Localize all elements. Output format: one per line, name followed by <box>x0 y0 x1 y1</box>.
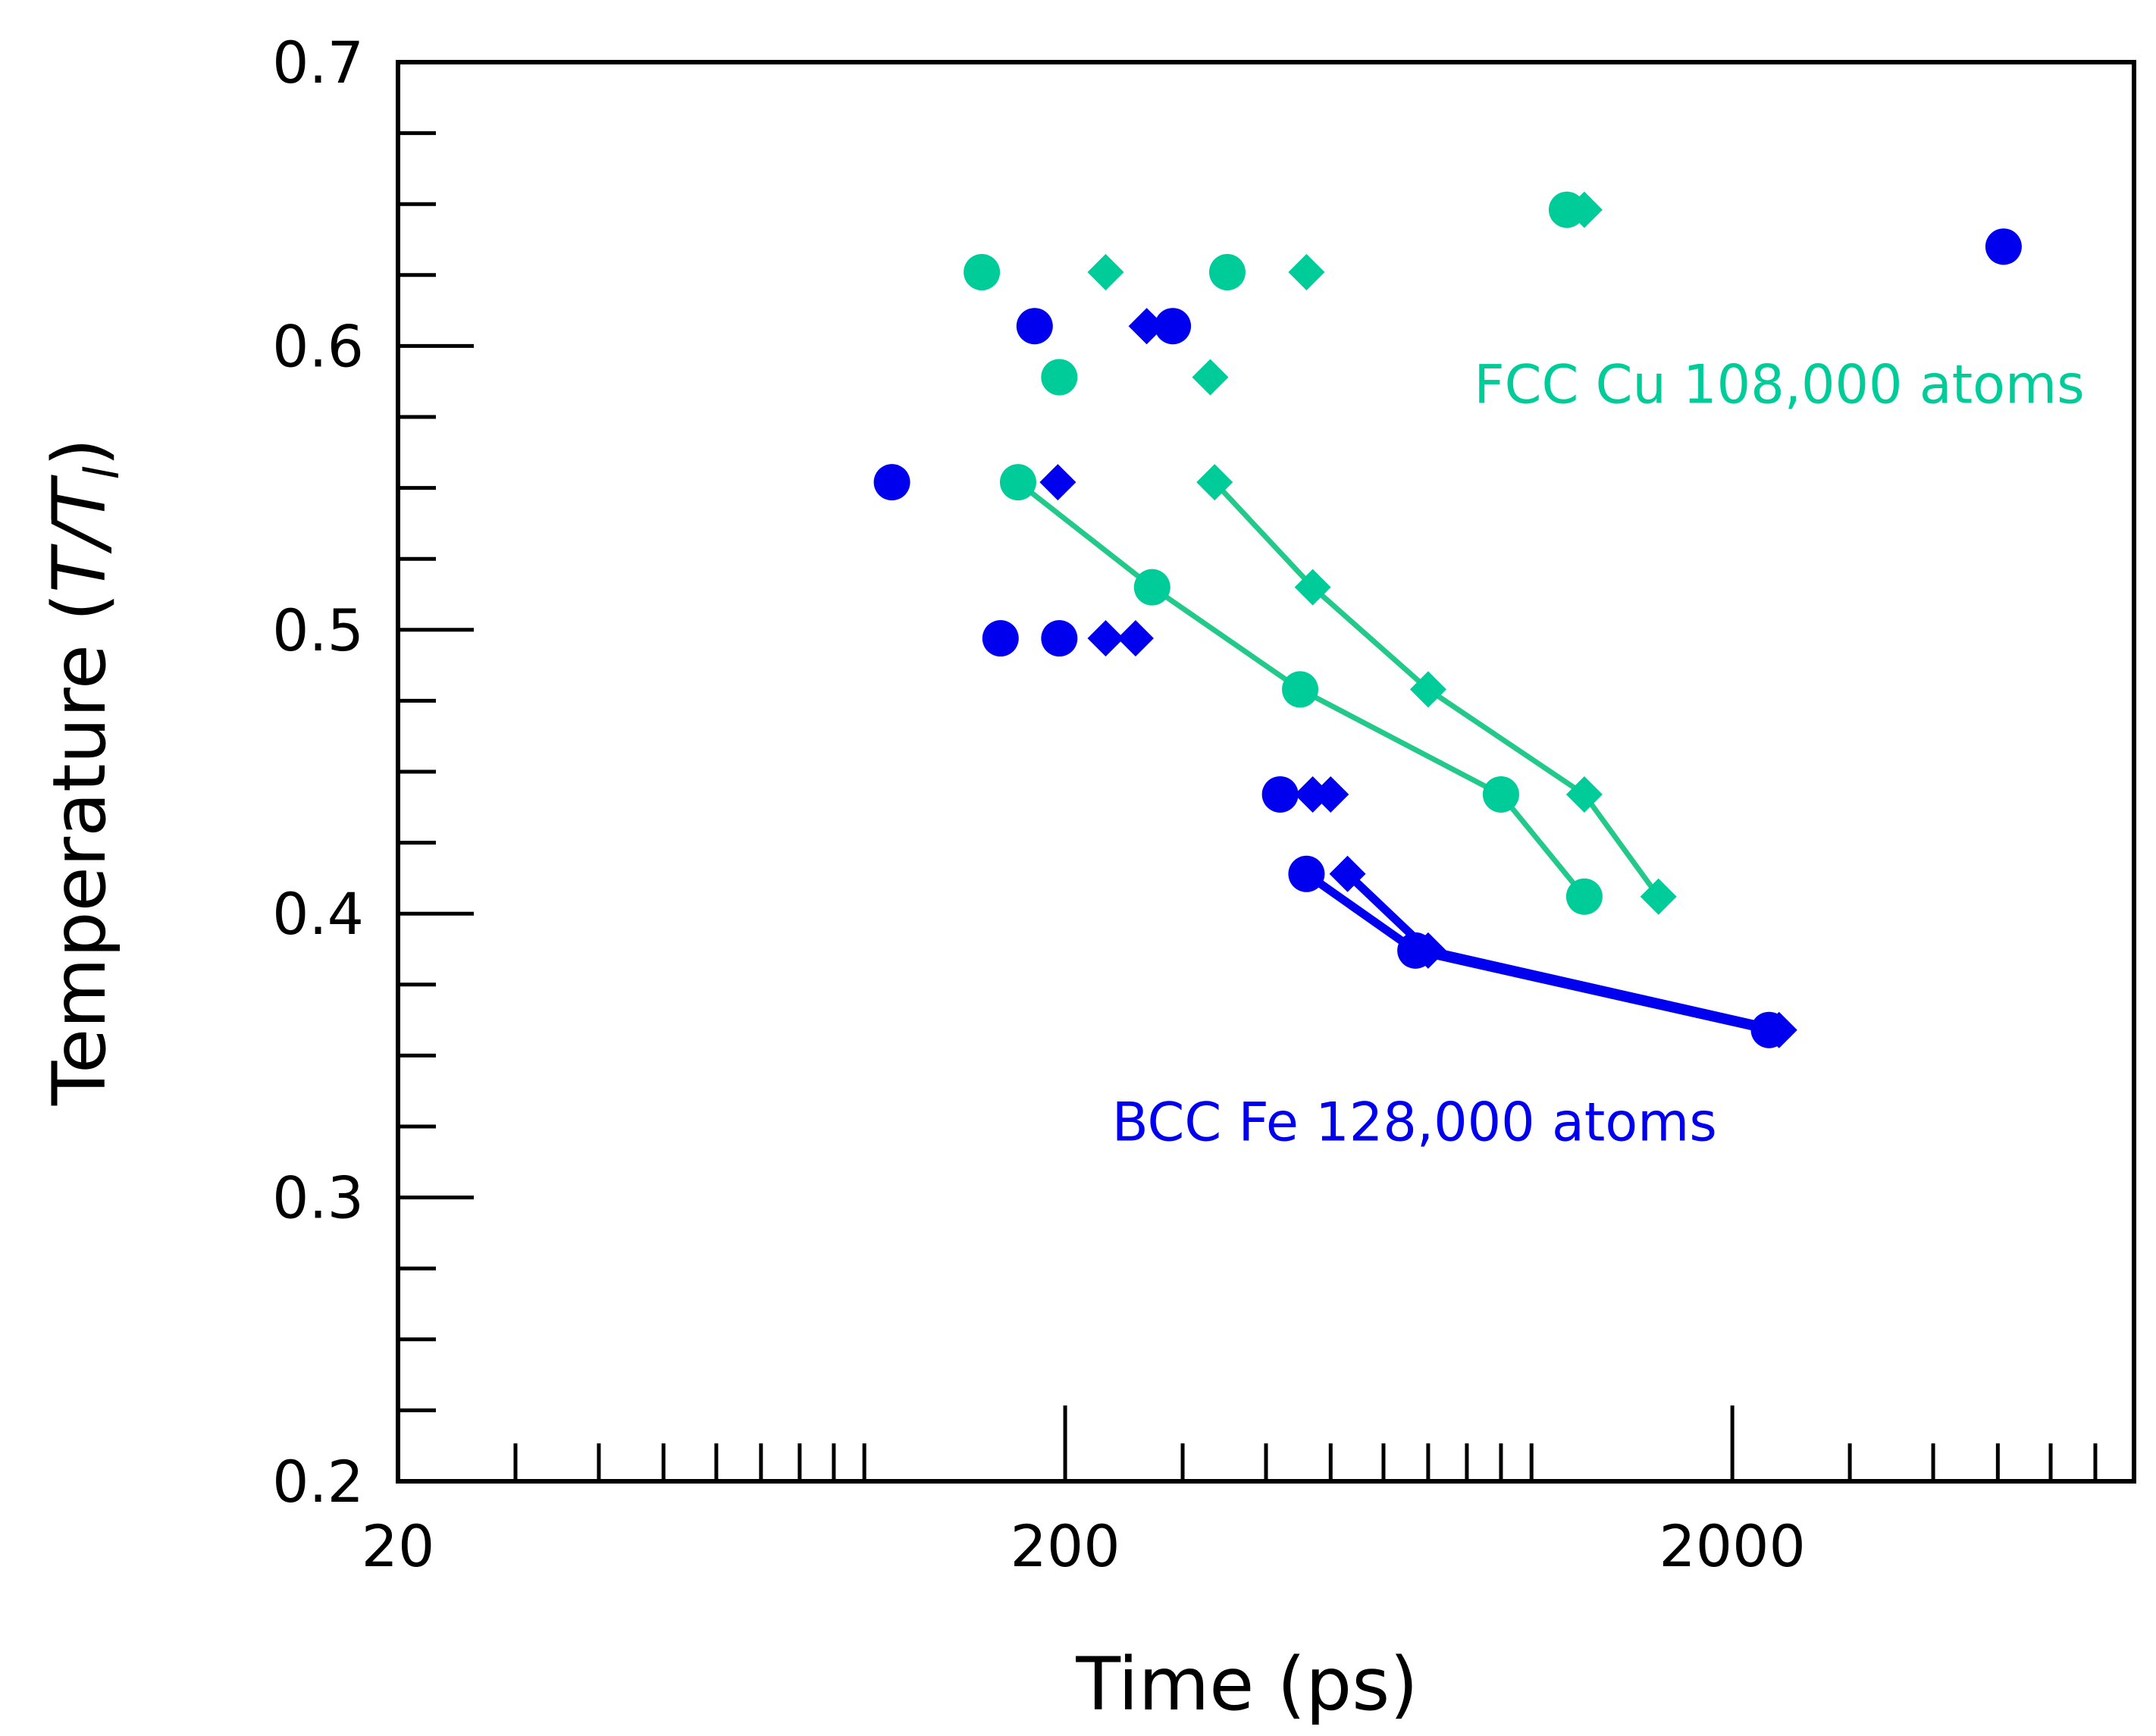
y-axis-title-subscript: l <box>74 466 130 479</box>
cu-diamond-marker <box>1409 671 1446 708</box>
cu-diamond-marker <box>1192 359 1229 396</box>
fe-circle-marker <box>1261 776 1299 813</box>
y-tick-label: 0.5 <box>272 597 364 664</box>
fe-diamond-marker <box>1128 308 1165 345</box>
cu-diamond-marker <box>1196 464 1233 501</box>
x-tick-label: 2000 <box>1659 1512 1805 1580</box>
cu-circle-marker <box>1565 878 1603 915</box>
cu-circle-marker <box>1482 776 1519 813</box>
cu-diamond-marker <box>1565 191 1603 228</box>
data-markers <box>873 191 2022 1048</box>
cu-diamond-marker <box>1565 776 1603 813</box>
fe-diamond-marker <box>1409 932 1446 969</box>
x-axis-title: Time (ps) <box>1075 1642 1418 1727</box>
fe-diamond-marker <box>1087 620 1124 657</box>
fe-diamond-marker <box>1329 855 1366 892</box>
fe-diamond-marker <box>1039 464 1076 501</box>
tick-labels: 0.2 0.3 0.4 0.5 0.6 0.7 20 200 2000 <box>272 29 1806 1580</box>
fe-annotation: BCC Fe 128,000 atoms <box>1112 1092 1717 1154</box>
cu-circle-marker <box>999 464 1036 501</box>
y-axis-title: Temperature (T/Tl) <box>37 438 130 1106</box>
fe-circle-marker <box>1288 855 1325 892</box>
cu-diamond-marker <box>1288 254 1325 291</box>
annotations: FCC Cu 108,000 atoms BCC Fe 128,000 atoms <box>1112 353 2085 1153</box>
cu-circle-marker <box>1041 359 1078 396</box>
fe-diamond-marker <box>1312 776 1349 813</box>
fe-circle-marker <box>1016 308 1053 345</box>
cu-diamond-marker <box>1640 878 1677 915</box>
fe-diamond-marker <box>1760 1011 1797 1048</box>
y-axis-title-prefix: Temperature ( <box>37 593 122 1106</box>
cu-diamond-marker <box>1087 254 1124 291</box>
fe-diamond-marker <box>1117 620 1154 657</box>
fe-circle-marker <box>982 620 1019 657</box>
x-tick-label: 20 <box>362 1512 435 1580</box>
x-tick-label: 200 <box>1011 1512 1120 1580</box>
y-tick-label: 0.2 <box>272 1448 364 1515</box>
fe-circle-marker <box>1985 228 2022 265</box>
y-tick-label: 0.4 <box>272 880 364 948</box>
fe-circle-marker <box>1155 308 1192 345</box>
fe-circle-marker <box>1041 620 1078 657</box>
y-tick-label: 0.7 <box>272 29 364 96</box>
y-tick-label: 0.6 <box>272 312 364 380</box>
cu-circle-marker <box>1282 671 1319 708</box>
cu-circle-marker <box>964 254 1001 291</box>
cu-annotation: FCC Cu 108,000 atoms <box>1474 353 2084 415</box>
cu-circle-marker <box>1208 254 1246 291</box>
cu-circle-marker <box>1133 569 1170 606</box>
y-tick-label: 0.3 <box>272 1164 364 1232</box>
y-axis-title-close: ) <box>37 438 122 466</box>
y-axis-title-italic: T/T <box>37 475 122 593</box>
cu-diamond-marker <box>1294 569 1331 606</box>
plot-frame <box>396 60 2136 1484</box>
fe-circle-marker <box>873 464 910 501</box>
